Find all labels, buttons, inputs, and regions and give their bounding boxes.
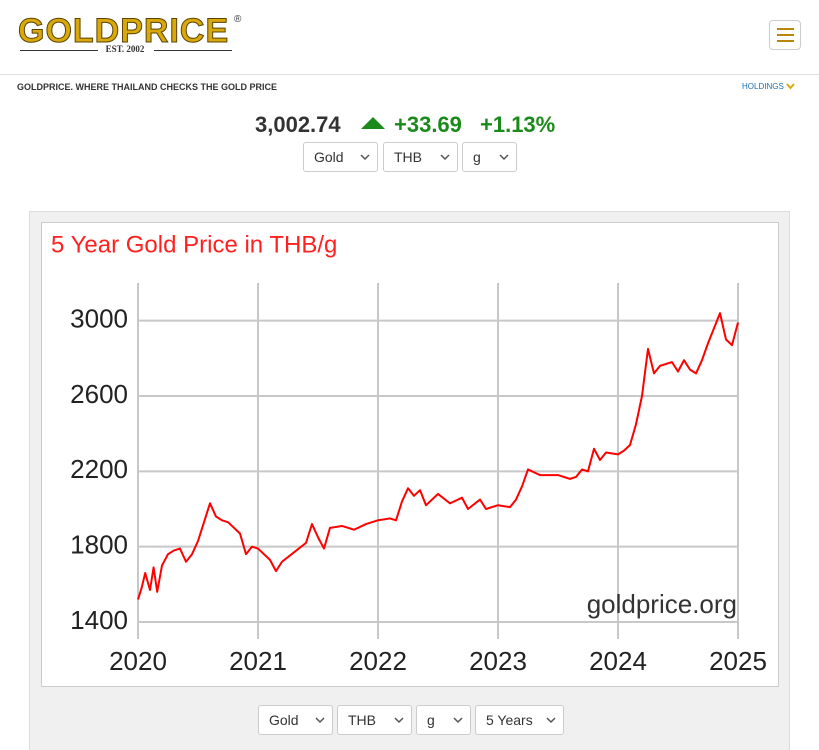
- select[interactable]: g: [416, 705, 471, 735]
- select-text[interactable]: THB: [394, 149, 422, 165]
- price-line: [137, 312, 739, 600]
- y-tick-label: 2200: [70, 454, 128, 484]
- chart-title: 5 Year Gold Price in THB/g: [51, 231, 337, 258]
- select-text[interactable]: THB: [348, 712, 376, 728]
- x-tick-label: 2022: [349, 646, 407, 676]
- divider: [154, 50, 232, 51]
- select[interactable]: Gold: [258, 705, 333, 735]
- up-arrow: [361, 117, 385, 129]
- x-tick-label: 2021: [229, 646, 287, 676]
- select[interactable]: THB: [337, 705, 412, 735]
- x-tick-label: 2024: [589, 646, 647, 676]
- x-tick-label: 2023: [469, 646, 527, 676]
- select-text[interactable]: g: [427, 712, 435, 728]
- chevron: [360, 154, 370, 161]
- select-text[interactable]: Gold: [269, 712, 299, 728]
- holdings-link[interactable]: HOLDINGS: [742, 82, 795, 91]
- select[interactable]: Gold: [303, 142, 378, 172]
- y-tick-label: 3000: [70, 304, 128, 334]
- tagline: GOLDPRICE. WHERE THAILAND CHECKS THE GOL…: [17, 82, 278, 92]
- logo-mark: ®: [234, 14, 242, 25]
- price-change: +33.69: [394, 112, 462, 137]
- select[interactable]: g: [462, 142, 517, 172]
- chevron: [453, 717, 463, 724]
- y-tick-label: 1400: [70, 605, 128, 635]
- x-tick-label: 2020: [109, 646, 167, 676]
- chevron: [786, 83, 795, 90]
- logo[interactable]: GOLDPRICE: [17, 12, 230, 51]
- chevron: [440, 154, 450, 161]
- menu-button[interactable]: [769, 20, 801, 50]
- holdings-text[interactable]: HOLDINGS: [742, 82, 784, 91]
- chevron: [499, 154, 509, 161]
- chevron: [546, 717, 556, 724]
- select[interactable]: THB: [383, 142, 458, 172]
- select[interactable]: 5 Years: [475, 705, 564, 735]
- chevron: [315, 717, 325, 724]
- select-text[interactable]: g: [473, 149, 481, 165]
- divider: [20, 50, 98, 51]
- y-tick-label: 1800: [70, 530, 128, 560]
- select-text[interactable]: Gold: [314, 149, 344, 165]
- watermark: goldprice.org: [587, 589, 737, 619]
- established: EST. 2002: [105, 44, 145, 54]
- chart: 5 Year Gold Price in THB/g 1400 1800 2200 2…: [41, 222, 779, 687]
- divider: [0, 74, 819, 75]
- price-value: 3,002.74: [255, 112, 341, 137]
- select-text[interactable]: 5 Years: [486, 712, 533, 728]
- price-change-percent: +1.13%: [480, 112, 556, 137]
- chevron: [394, 717, 404, 724]
- x-tick-label: 2025: [709, 646, 767, 676]
- y-tick-label: 2600: [70, 379, 128, 409]
